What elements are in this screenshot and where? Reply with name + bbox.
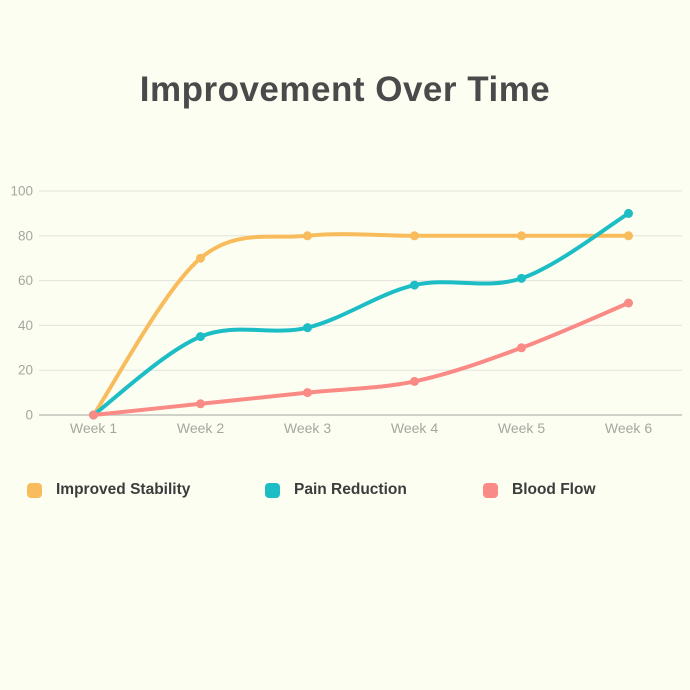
line-chart: 0 20 40 60 80 100 Week 1 Week 2 Week 3 Week 4 Week…	[10, 184, 682, 436]
legend-label: Pain Reduction	[294, 481, 407, 498]
legend-label: Blood Flow	[512, 481, 596, 498]
data-point-marker-improved-stability	[303, 231, 312, 241]
data-point-marker-pain-reduction	[410, 280, 419, 290]
series-line-blood-flow	[91, 301, 631, 417]
data-point-marker-pain-reduction	[303, 323, 312, 333]
x-tick-label: Week 6	[605, 420, 652, 436]
data-point-marker-improved-stability	[196, 253, 205, 263]
data-point-marker-blood-flow	[303, 388, 312, 398]
legend-item-blood-flow: Blood Flow	[483, 481, 596, 499]
data-point-marker-improved-stability	[517, 231, 526, 241]
legend-label: Improved Stability	[56, 481, 191, 498]
data-point-marker-blood-flow	[624, 298, 633, 308]
data-point-marker-improved-stability	[624, 231, 633, 241]
data-point-marker-pain-reduction	[624, 208, 633, 218]
data-point-marker-pain-reduction	[517, 273, 526, 283]
data-point-marker-blood-flow	[89, 410, 98, 420]
series-line-improved-stability	[91, 232, 631, 417]
y-tick-label: 80	[18, 228, 33, 243]
data-point-marker-blood-flow	[196, 399, 205, 409]
x-tick-label: Week 5	[498, 420, 545, 436]
x-tick-label: Week 1	[70, 420, 117, 436]
legend-item-improved-stability: Improved Stability	[27, 481, 190, 499]
data-point-marker-improved-stability	[410, 231, 419, 241]
y-tick-label: 40	[18, 318, 33, 333]
y-tick-label: 100	[10, 184, 33, 199]
y-tick-label: 0	[25, 408, 33, 423]
chart-title: Improvement Over Time	[139, 70, 551, 109]
legend-swatch-pain-reduction	[265, 482, 280, 498]
y-tick-label: 20	[18, 363, 33, 378]
data-point-marker-blood-flow	[410, 376, 419, 386]
data-point-marker-pain-reduction	[196, 332, 205, 342]
x-tick-label: Week 4	[391, 420, 438, 436]
y-tick-label: 60	[18, 273, 33, 288]
x-tick-label: Week 2	[177, 420, 224, 436]
legend-item-pain-reduction: Pain Reduction	[265, 481, 407, 499]
series-line-pain-reduction	[91, 211, 631, 417]
legend-swatch-improved-stability	[27, 482, 42, 498]
x-tick-label: Week 3	[284, 420, 331, 436]
legend-swatch-blood-flow	[483, 482, 498, 498]
data-point-marker-blood-flow	[517, 343, 526, 353]
